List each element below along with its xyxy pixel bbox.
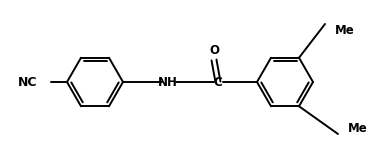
- Text: C: C: [214, 76, 223, 88]
- Text: NH: NH: [158, 76, 178, 88]
- Text: O: O: [209, 45, 219, 57]
- Text: Me: Me: [348, 121, 368, 134]
- Text: Me: Me: [335, 23, 355, 36]
- Text: NC: NC: [18, 76, 38, 88]
